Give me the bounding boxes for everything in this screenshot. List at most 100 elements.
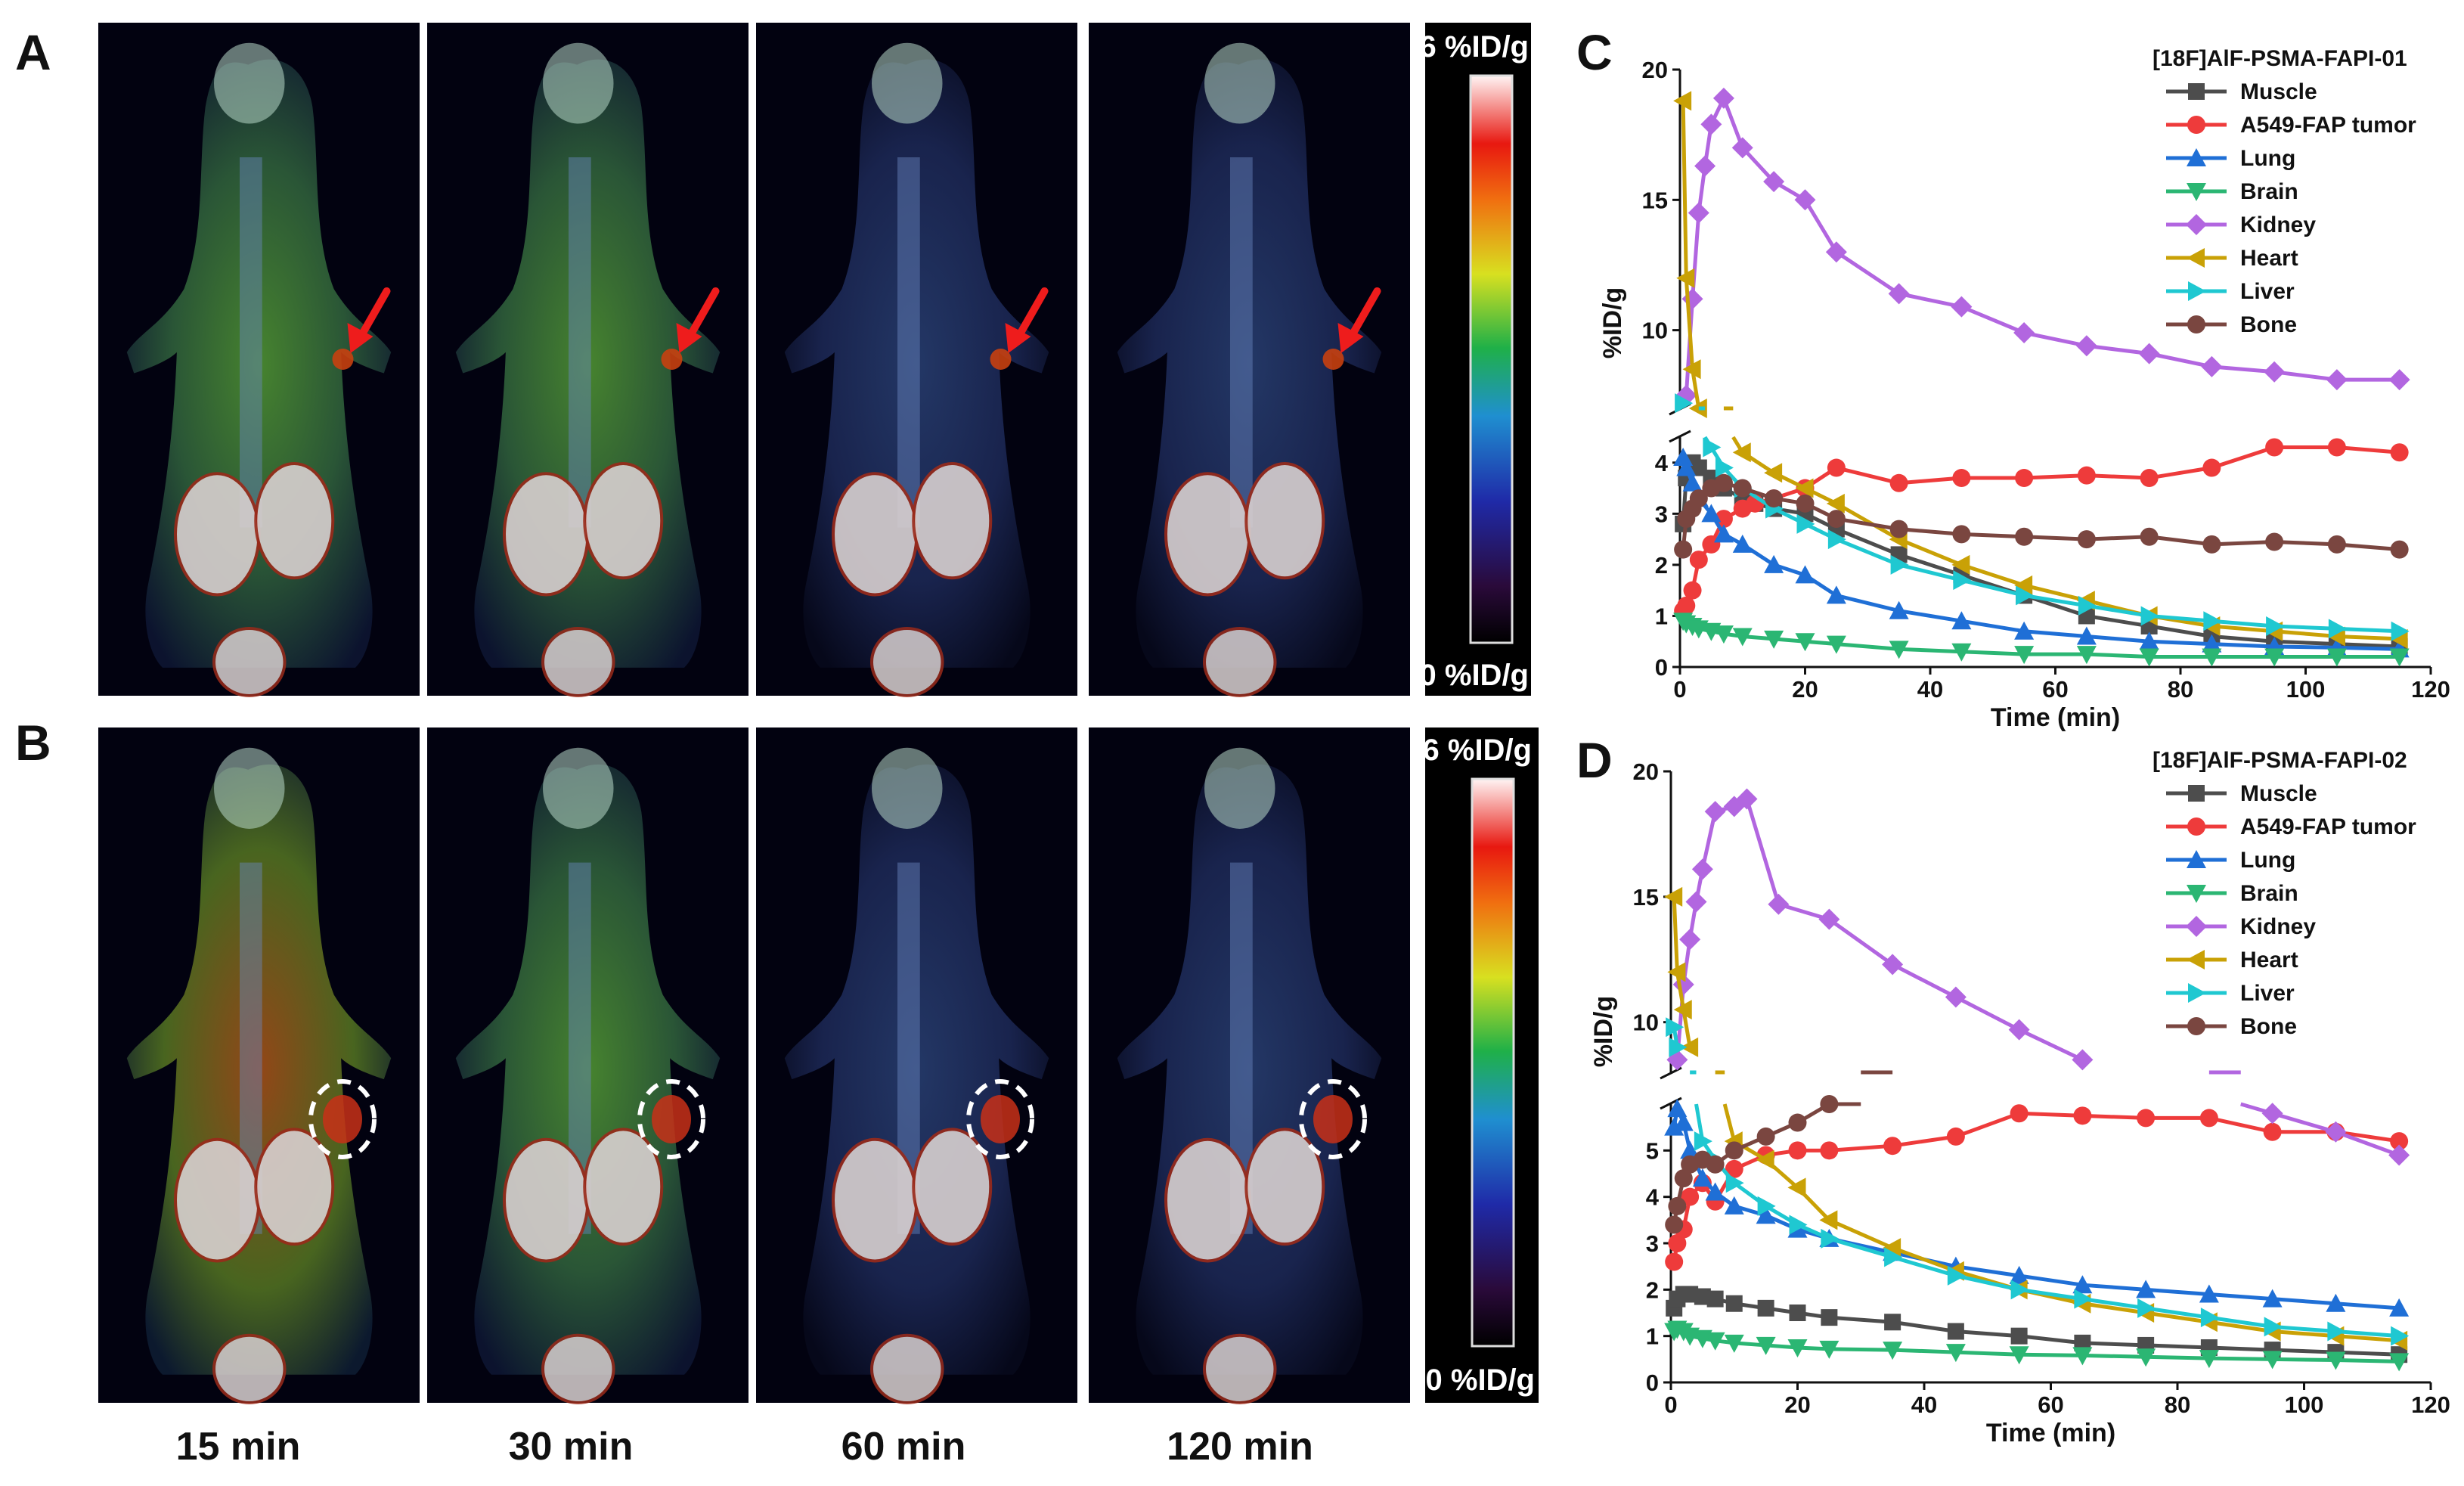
y-tick-label: 10	[1633, 1010, 1659, 1036]
data-point	[1673, 1112, 1694, 1131]
legend-marker	[2187, 817, 2205, 836]
data-point	[1818, 908, 1840, 930]
data-point	[1757, 1196, 1776, 1216]
data-point	[2388, 369, 2410, 391]
y-tick-label: 4	[1646, 1184, 1660, 1211]
panel-c-letter: C	[1576, 24, 1613, 80]
data-point	[2388, 1144, 2410, 1166]
data-point	[1890, 554, 1909, 575]
colorbar-a-gradient	[1469, 74, 1514, 644]
data-point	[2073, 1106, 2092, 1125]
data-point	[1820, 1095, 1839, 1113]
data-point	[2390, 540, 2409, 559]
data-point	[1664, 1117, 1685, 1136]
data-point	[1819, 1210, 1838, 1230]
data-point	[1888, 283, 1910, 305]
y-tick-label: 10	[1642, 318, 1668, 344]
data-point	[2262, 1351, 2283, 1370]
data-point	[1764, 554, 1784, 573]
legend-marker	[2188, 983, 2206, 1003]
pet-image-grid	[98, 23, 1410, 1404]
data-point	[1673, 91, 1692, 111]
data-point	[1889, 641, 1909, 659]
data-point	[1676, 268, 1695, 288]
data-point	[2326, 369, 2348, 391]
pet-image-a-1	[98, 23, 420, 697]
series-bone	[1674, 473, 2409, 559]
legend-marker	[2188, 785, 2205, 802]
data-point	[2199, 1284, 2219, 1303]
panel-b-letter: B	[15, 715, 51, 771]
data-point	[2201, 355, 2223, 377]
tumor-circle-icon	[308, 1078, 377, 1159]
chart-c: 0 20 40 60 80 100 120 0 1 2 3 4 10 15 20 Time (min) %ID/…	[1598, 46, 2450, 732]
legend-marker	[2187, 950, 2205, 969]
x-tick-label: 20	[1792, 676, 1818, 703]
data-point	[2072, 1049, 2094, 1071]
time-label-60: 60 min	[841, 1425, 966, 1469]
data-point	[2325, 1121, 2347, 1143]
data-point	[1951, 554, 1970, 575]
data-point	[1680, 1037, 1699, 1057]
tumor-circle-icon	[966, 1078, 1034, 1159]
data-point	[1681, 1187, 1700, 1206]
data-point	[1787, 1177, 1806, 1198]
data-point	[1685, 891, 1707, 913]
data-point	[2014, 575, 2033, 595]
data-point	[2009, 1265, 2029, 1284]
data-point	[1883, 1342, 1903, 1360]
data-point	[1733, 479, 1752, 498]
data-point	[1768, 893, 1790, 915]
data-point	[1884, 1247, 1903, 1267]
data-point	[2137, 1298, 2156, 1318]
data-point	[1796, 494, 1815, 513]
data-point	[1700, 113, 1722, 135]
x-tick-label: 0	[1664, 1391, 1677, 1418]
data-point	[2389, 1298, 2410, 1317]
x-tick-label: 40	[1911, 1391, 1937, 1418]
y-axis-title: %ID/g	[1589, 996, 1618, 1067]
data-point	[1665, 1252, 1684, 1271]
data-point	[1703, 437, 1722, 458]
x-tick-label: 60	[2042, 676, 2068, 703]
data-point	[2326, 1351, 2346, 1370]
data-point	[1794, 189, 1816, 211]
data-point	[1680, 1140, 1700, 1159]
data-point	[1668, 1196, 1687, 1215]
data-point	[1725, 1173, 1744, 1193]
data-point	[2072, 1347, 2093, 1366]
data-point	[1757, 1299, 1774, 1317]
legend-marker	[2187, 850, 2206, 868]
legend-entry: Lung	[2240, 146, 2295, 171]
axis-break-mark	[1660, 1097, 1682, 1110]
pet-image-a-3	[756, 23, 1077, 697]
data-point	[1689, 489, 1708, 508]
data-point	[2200, 1308, 2219, 1328]
data-point	[2328, 619, 2347, 639]
data-point	[2266, 616, 2285, 636]
legend-entry: Kidney	[2240, 213, 2316, 237]
data-point	[1795, 565, 1815, 584]
pet-image-a-2	[427, 23, 748, 697]
data-point	[1756, 1205, 1776, 1224]
data-point	[1827, 529, 1846, 550]
time-label-15: 15 min	[176, 1425, 301, 1469]
data-point	[1694, 1288, 1711, 1305]
data-point	[1736, 788, 1758, 810]
data-point	[2136, 1280, 2156, 1298]
colorbar-b-max: 6 %ID/g	[1423, 734, 1532, 767]
series-line	[1681, 459, 2400, 649]
data-point	[1664, 886, 1683, 907]
series-line	[1722, 1103, 1737, 1142]
data-point	[2137, 1109, 2156, 1128]
data-point	[1682, 473, 1703, 492]
series-heart	[1673, 91, 2408, 649]
data-point	[1889, 520, 1908, 538]
data-point	[1788, 1113, 1807, 1132]
data-point	[1732, 534, 1753, 553]
data-point	[2264, 361, 2286, 383]
pet-image-a-4	[1089, 23, 1410, 697]
data-point	[2390, 1132, 2409, 1151]
data-point	[1665, 1215, 1684, 1234]
data-point	[1689, 551, 1708, 569]
